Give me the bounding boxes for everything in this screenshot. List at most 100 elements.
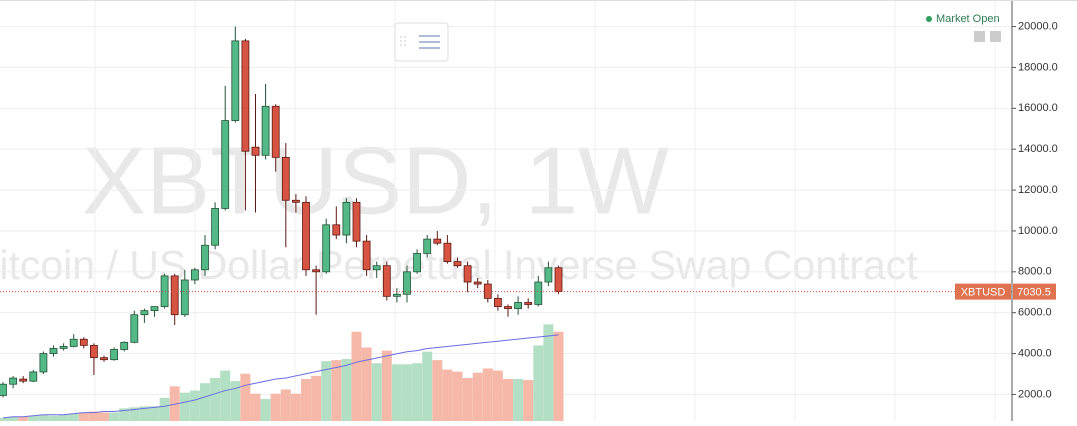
- candle-body: [130, 314, 139, 343]
- candle-body: [514, 302, 522, 309]
- candle-body: [554, 267, 563, 293]
- candle-body: [423, 238, 432, 254]
- volume-bar: [58, 414, 69, 421]
- y-tick-label: 16000.0: [1018, 102, 1058, 114]
- candle-body: [39, 353, 48, 373]
- candle-body: [180, 279, 189, 316]
- candle-body: [190, 269, 199, 281]
- volume-bar: [68, 413, 79, 421]
- volume-ma: [2, 334, 559, 419]
- volume-bar: [543, 324, 554, 421]
- candle-body: [463, 265, 472, 283]
- candle-body: [90, 344, 98, 359]
- candle-body: [79, 338, 88, 346]
- candle-body: [362, 240, 371, 271]
- candle-body: [140, 310, 149, 316]
- volume-bar: [422, 351, 433, 421]
- candle-body: [352, 201, 361, 242]
- candle-body: [534, 281, 543, 305]
- volume-bar: [0, 417, 8, 421]
- volume-bar: [513, 379, 524, 421]
- y-tick-label: 10000.0: [1018, 225, 1058, 237]
- candle-body: [69, 338, 78, 347]
- volume-bar: [109, 412, 120, 421]
- candle-body: [473, 281, 482, 285]
- market-status: Market Open: [936, 13, 1000, 25]
- volume-bar: [361, 347, 372, 421]
- pane-button[interactable]: [990, 31, 1001, 42]
- volume-bar: [472, 372, 483, 421]
- volume-bar: [18, 416, 29, 421]
- candle-body: [483, 283, 492, 299]
- volume-bar: [492, 370, 503, 421]
- candle-body: [19, 378, 28, 382]
- volume-bar: [391, 364, 402, 421]
- volume-bar: [442, 369, 453, 421]
- candle-body: [281, 156, 290, 201]
- candle-body: [120, 341, 129, 350]
- status-dot: [926, 16, 932, 22]
- candle-body: [251, 146, 260, 156]
- volume-bar: [38, 414, 49, 421]
- menu-button[interactable]: [394, 22, 449, 62]
- y-tick-label: 14000.0: [1018, 143, 1058, 155]
- candle-body: [392, 293, 401, 297]
- volume-pane: [0, 324, 564, 421]
- volume-bar: [341, 359, 352, 421]
- price-box: [1013, 283, 1056, 300]
- candle-body: [302, 201, 310, 271]
- candle-body: [9, 377, 18, 385]
- y-tick-label: 4000.0: [1018, 347, 1052, 359]
- volume-bar: [280, 389, 291, 421]
- y-tick-label: 8000.0: [1018, 266, 1052, 278]
- volume-bar: [553, 331, 564, 421]
- candle-body: [413, 253, 422, 273]
- volume-bar: [88, 411, 99, 421]
- pane-button[interactable]: [974, 31, 985, 42]
- candle-body: [453, 261, 462, 267]
- volume-bar: [301, 379, 311, 421]
- candle-body: [170, 275, 179, 316]
- volume-bar: [139, 406, 150, 421]
- volume-bar: [169, 386, 180, 421]
- candle-body: [231, 40, 240, 121]
- volume-bar: [523, 380, 534, 421]
- candle-body: [504, 306, 512, 309]
- y-tick-label: 20000.0: [1018, 20, 1058, 32]
- volume-bar: [159, 397, 170, 421]
- candle-body: [271, 105, 280, 158]
- candle-body: [322, 224, 331, 273]
- candle-body: [221, 120, 230, 209]
- watermark: XBTUSD, 1W Bitcoin / US Dollar Perpetual…: [0, 127, 918, 287]
- candle-body: [493, 297, 502, 307]
- volume-bar: [149, 406, 160, 421]
- candle-body: [382, 265, 391, 297]
- candle-body: [59, 346, 68, 349]
- candle-body: [332, 224, 341, 236]
- watermark-title: XBTUSD, 1W: [82, 127, 669, 234]
- y-tick-label: 2000.0: [1018, 388, 1052, 400]
- y-tick-label: 6000.0: [1018, 307, 1052, 319]
- volume-bar: [220, 370, 231, 421]
- y-tick-label: 12000.0: [1018, 184, 1058, 196]
- volume-bar: [321, 361, 332, 421]
- volume-bar: [290, 393, 301, 421]
- volume-bar: [462, 377, 473, 421]
- volume-bar: [230, 381, 241, 421]
- volume-bar: [351, 331, 362, 421]
- last-price: 7030.5: [1017, 287, 1051, 299]
- candle-body: [291, 199, 300, 203]
- volume-bar: [402, 364, 412, 421]
- volume-bar: [8, 416, 19, 421]
- candle-body: [29, 371, 38, 382]
- candle-body: [372, 265, 381, 271]
- candles: [0, 26, 1012, 398]
- volume-bar: [503, 379, 513, 421]
- volume-bar: [432, 360, 443, 421]
- candle-body: [100, 357, 108, 361]
- volume-bar: [250, 393, 261, 421]
- volume-bar: [28, 415, 39, 421]
- volume-bar: [240, 373, 251, 421]
- volume-bar: [48, 415, 59, 421]
